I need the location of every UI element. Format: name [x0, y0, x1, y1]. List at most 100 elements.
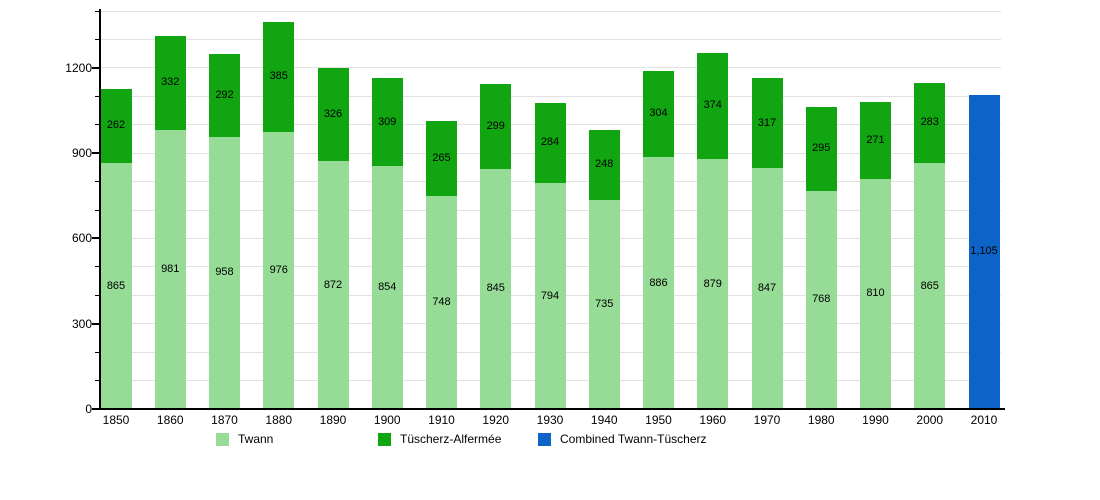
y-axis-tick: [92, 408, 99, 410]
bar-value-label: 854: [378, 281, 397, 294]
y-axis-tick: [95, 181, 99, 183]
y-axis-tick-label: 0: [85, 402, 92, 416]
bar-value-label: 768: [812, 293, 831, 306]
bar-value-label: 299: [486, 119, 505, 132]
bar-value-label: 748: [432, 296, 451, 309]
x-axis-tick-label: 1850: [102, 413, 130, 427]
bar-value-label: 304: [649, 107, 668, 120]
legend-item: Combined Twann-Tüscherz: [538, 432, 707, 446]
bar-segment: [968, 94, 1000, 409]
bar-value-label: 292: [215, 88, 234, 101]
bar-segment: [209, 136, 240, 409]
bar-segment: [860, 101, 891, 179]
legend-label: Combined Twann-Tüscherz: [560, 432, 707, 446]
y-axis-tick: [92, 322, 99, 325]
x-axis-tick-label: 1910: [428, 413, 455, 427]
bar-value-label: 865: [920, 279, 939, 292]
bar-value-label: 332: [161, 76, 180, 89]
y-axis-tick: [95, 95, 99, 97]
gridline: [100, 67, 1001, 69]
y-axis-tick: [95, 10, 99, 12]
bar-segment: [751, 168, 783, 409]
x-axis-tick-label: 1980: [807, 413, 835, 427]
bar-value-label: 271: [866, 133, 885, 146]
y-axis-tick: [95, 38, 99, 40]
bar-value-label: 385: [269, 70, 288, 83]
bar-segment: [209, 53, 240, 137]
bar-segment: [317, 161, 349, 409]
x-axis-tick-label: 1920: [482, 413, 510, 427]
bar-segment: [805, 106, 837, 191]
bar-value-label: 374: [703, 99, 722, 112]
bar-segment: [588, 200, 620, 409]
bar-segment: [480, 168, 512, 409]
x-axis-tick-label: 1880: [265, 413, 293, 427]
bar-value-label: 958: [215, 266, 234, 279]
bar-segment: [697, 159, 729, 409]
legend-label: Tüscherz-Alfermée: [400, 432, 502, 446]
x-axis-tick-label: 1890: [319, 413, 347, 427]
x-axis-tick-label: 1970: [753, 413, 781, 427]
bar-value-label: 810: [866, 287, 885, 300]
y-axis-tick: [95, 380, 99, 382]
y-axis-tick: [92, 237, 99, 240]
legend-swatch: [538, 432, 551, 446]
bar-segment: [371, 166, 403, 409]
bar-segment: [751, 78, 783, 169]
x-axis-tick-label: 1930: [536, 413, 564, 427]
bar-segment: [643, 157, 674, 409]
bar-value-label: 295: [812, 142, 831, 155]
bar-value-label: 976: [269, 263, 288, 276]
x-axis-tick-label: 1870: [211, 413, 238, 427]
x-axis-tick-label: 2000: [916, 413, 944, 427]
bar-segment: [914, 163, 946, 409]
bar-value-label: 1,105: [970, 245, 998, 258]
y-axis-tick: [92, 66, 99, 69]
y-axis-line: [99, 9, 101, 410]
bar-value-label: 845: [486, 282, 505, 295]
bar-segment: [588, 129, 620, 201]
x-axis-tick-label: 1940: [590, 413, 618, 427]
x-axis-tick-label: 1900: [373, 413, 401, 427]
bar-segment: [643, 70, 674, 158]
bar-value-label: 309: [378, 115, 397, 128]
y-axis-tick: [95, 124, 99, 126]
bar-value-label: 981: [161, 263, 180, 276]
bar-segment: [100, 163, 132, 409]
gridline: [100, 38, 1001, 40]
x-axis-tick-label: 1960: [699, 413, 727, 427]
bar-segment: [805, 190, 837, 409]
bar-value-label: 879: [703, 277, 722, 290]
y-axis-tick: [92, 152, 99, 155]
bar-segment: [371, 78, 403, 167]
bar-value-label: 326: [323, 108, 343, 121]
bar-value-label: 886: [649, 276, 668, 289]
y-axis-tick-label: 300: [71, 316, 92, 331]
bar-segment: [534, 183, 566, 409]
x-axis-tick-label: 1860: [156, 413, 184, 427]
bar-segment: [426, 196, 457, 409]
bar-value-label: 865: [106, 279, 126, 292]
bar-value-label: 794: [540, 289, 560, 302]
bar-segment: [263, 131, 295, 409]
legend-swatch: [378, 432, 391, 446]
bar-value-label: 262: [106, 119, 126, 132]
gridline: [100, 95, 1001, 97]
bar-value-label: 248: [595, 158, 614, 171]
x-axis-line: [99, 408, 1005, 410]
legend-label: Twann: [238, 432, 274, 446]
bar-value-label: 265: [432, 152, 451, 165]
legend-item: Tüscherz-Alfermée: [378, 432, 501, 446]
y-axis-tick: [95, 351, 99, 353]
legend-swatch: [216, 432, 229, 446]
bar-segment: [100, 88, 132, 164]
y-axis-tick-label: 900: [71, 146, 92, 161]
bar-segment: [480, 83, 512, 169]
bar-value-label: 847: [757, 282, 777, 295]
y-axis-tick-label: 1200: [65, 60, 92, 75]
x-axis-tick-label: 2010: [970, 413, 998, 427]
bar-value-label: 735: [595, 298, 614, 311]
bar-value-label: 283: [920, 116, 939, 129]
